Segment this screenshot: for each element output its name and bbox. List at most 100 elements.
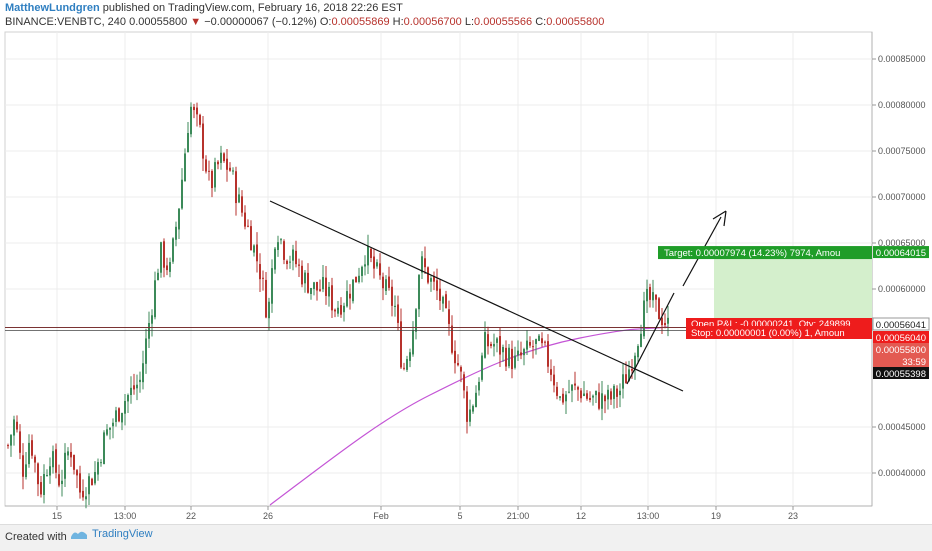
candle-body [448,309,450,324]
candle-body [202,123,204,159]
candle-body [577,387,579,390]
candle-body [325,277,327,296]
candle-body [490,343,492,347]
candle-body [316,282,318,291]
candle-body [91,478,93,486]
candle-body [397,304,399,323]
candle-body [637,346,639,358]
candle-body [346,291,348,307]
price-label-box [873,246,929,259]
candle-body [73,454,75,470]
candle-body [160,242,162,273]
candle-body [196,107,198,115]
candle-body [568,391,570,393]
price-tick-label: 0.00085000 [878,54,926,64]
price-label: 33:59 [902,357,926,368]
candle-body [58,474,60,486]
price-tick-label: 0.00065000 [878,238,926,248]
candle-body [46,475,48,477]
candle-body [175,226,177,240]
candle-body [79,473,81,493]
candle-body [541,338,543,344]
candle-body [649,287,651,300]
candle-body [421,256,423,273]
moving-average-line [269,326,669,506]
candle-body [70,451,72,458]
candle-body [550,369,552,375]
candle-body [538,335,540,341]
candle-body [439,288,441,301]
candle-body [157,272,159,281]
candle-body [526,340,528,350]
open-pl-label-box [686,318,872,329]
price-tick-label: 0.00045000 [878,422,926,432]
close-value: 0.00055800 [546,16,605,28]
candle-body [598,392,600,409]
candle-body [187,133,189,153]
candle-body [208,170,210,172]
candle-body [487,334,489,347]
candle-body [64,452,66,479]
candle-body [349,293,351,299]
candle-body [166,265,168,271]
candle-body [373,256,375,269]
candle-body [283,241,285,260]
descending-trendline[interactable] [269,200,684,392]
close-label: C: [535,16,547,28]
candle-body [589,397,591,401]
candle-body [613,385,615,399]
candle-body [310,287,312,294]
author-name[interactable]: MatthewLundgren [5,2,100,14]
candle-body [247,225,249,227]
price-label-box [872,317,930,331]
candle-body [502,347,504,353]
tradingview-brand[interactable]: TradingView [70,528,153,540]
candle-body [556,386,558,396]
price-label-box [873,355,929,367]
candle-body [409,352,411,361]
candle-body [436,280,438,291]
candle-body [298,264,300,266]
candle-body [130,387,132,396]
moving-average-path [269,326,669,506]
candle-body [211,170,213,189]
candle-body [655,294,657,300]
candle-body [268,301,270,319]
price-tick-label: 0.00060000 [878,284,926,294]
candle-body [565,394,567,402]
price-label-box [873,343,929,355]
published-text: published on TradingView.com, February 1… [102,2,403,14]
candle-body [28,442,30,465]
open-pl-label: Open P&L: -0.00000241, Qty: 249899 [691,319,851,330]
time-tick-label: 13:00 [637,511,660,521]
price-tick-label: 0.00080000 [878,100,926,110]
candle-body [142,363,144,383]
candle-body [583,393,585,397]
candle-body [580,390,582,399]
candle-body [547,341,549,367]
target-label: Target: 0.00007974 (14.23%) 7974, Amou [664,248,840,259]
candle-body [121,413,123,423]
candle-body [178,208,180,230]
price-chart[interactable]: 0.00085000 0.00080000 0.00075000 0.00070000… [0,0,932,524]
candle-body [7,445,9,447]
candle-body [412,329,414,355]
candle-body [85,496,87,500]
candle-body [238,194,240,203]
time-tick-label: 13:00 [114,511,137,521]
time-tick-label: 21:00 [507,511,530,521]
candle-body [643,300,645,337]
candle-body [553,374,555,386]
time-tick-label: 23 [788,511,798,521]
candle-body [406,359,408,370]
candle-body [523,349,525,356]
candle-body [25,464,27,478]
candle-body [622,374,624,389]
candle-body [271,268,273,304]
candle-body [109,427,111,430]
candle-body [634,355,636,369]
rising-trendline[interactable] [626,292,675,385]
candle-body [16,421,18,430]
candle-body [115,410,117,422]
candle-body [337,307,339,314]
